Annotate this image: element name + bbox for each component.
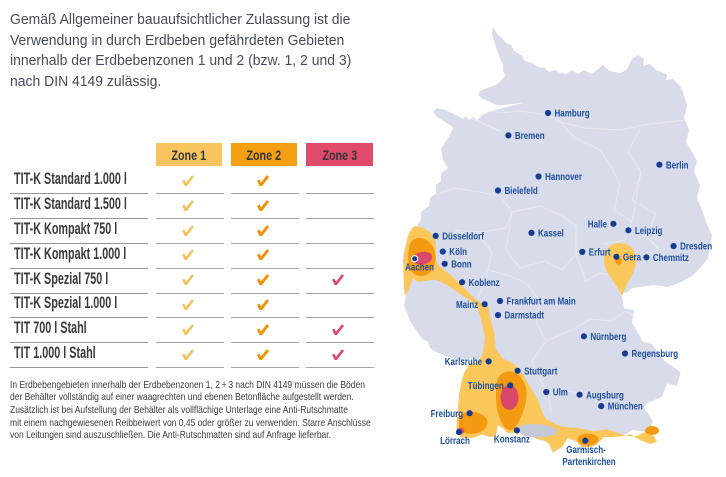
svg-text:Lörrach: Lörrach — [440, 435, 470, 446]
svg-text:Partenkirchen: Partenkirchen — [562, 456, 615, 467]
svg-text:Kassel: Kassel — [538, 228, 564, 239]
svg-text:Chemnitz: Chemnitz — [653, 252, 689, 263]
svg-text:Nürnberg: Nürnberg — [590, 331, 626, 342]
svg-text:Mainz: Mainz — [456, 299, 479, 310]
svg-text:Regensburg: Regensburg — [632, 348, 679, 359]
svg-text:München: München — [608, 401, 643, 412]
svg-text:Düsseldorf: Düsseldorf — [442, 231, 485, 242]
svg-text:Tübingen: Tübingen — [468, 380, 504, 391]
svg-text:Ulm: Ulm — [553, 387, 568, 398]
svg-text:Gera: Gera — [623, 252, 642, 263]
svg-text:Aachen: Aachen — [405, 262, 434, 273]
svg-text:Garmisch-: Garmisch- — [566, 444, 606, 455]
svg-text:Erfurt: Erfurt — [589, 247, 611, 258]
svg-text:Leipzig: Leipzig — [635, 225, 663, 236]
svg-text:Darmstadt: Darmstadt — [505, 310, 545, 321]
svg-text:Hamburg: Hamburg — [555, 108, 590, 119]
svg-text:Stuttgart: Stuttgart — [524, 366, 557, 377]
svg-text:Bremen: Bremen — [515, 130, 545, 141]
svg-text:Frankfurt am Main: Frankfurt am Main — [507, 296, 576, 307]
svg-text:Augsburg: Augsburg — [586, 389, 624, 400]
svg-text:Koblenz: Koblenz — [469, 277, 501, 288]
svg-text:Hannover: Hannover — [545, 171, 582, 182]
svg-text:Berlin: Berlin — [666, 159, 689, 170]
svg-text:Halle: Halle — [588, 219, 607, 230]
svg-text:Bonn: Bonn — [451, 259, 471, 270]
svg-text:Köln: Köln — [449, 246, 467, 257]
svg-text:Karlsruhe: Karlsruhe — [445, 356, 482, 367]
svg-text:Konstanz: Konstanz — [494, 434, 530, 445]
svg-text:Bielefeld: Bielefeld — [505, 185, 538, 196]
svg-text:Dresden: Dresden — [680, 241, 712, 252]
svg-text:Freiburg: Freiburg — [431, 408, 463, 419]
